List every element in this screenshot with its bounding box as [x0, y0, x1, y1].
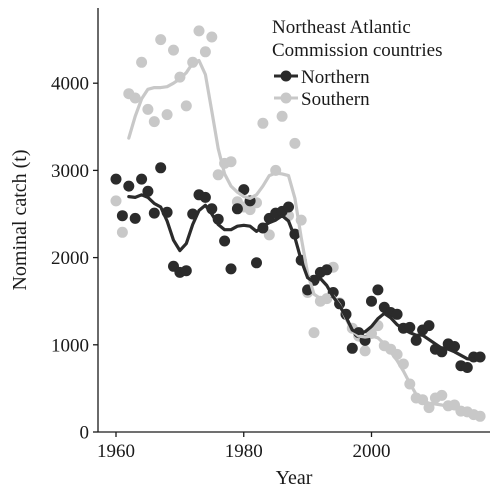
data-point-northern	[461, 362, 473, 373]
legend-title-line-1: Northeast Atlantic	[272, 17, 411, 38]
data-point-southern	[116, 226, 128, 238]
legend-label-northern: Northern	[301, 67, 370, 88]
x-tick-label: 1960	[97, 441, 135, 462]
data-point-northern	[283, 201, 294, 213]
data-point-northern	[321, 264, 333, 276]
data-point-southern	[289, 137, 301, 149]
data-point-southern	[206, 31, 218, 43]
legend-label-southern: Southern	[301, 89, 370, 110]
data-point-northern	[155, 162, 167, 174]
data-point-northern	[231, 203, 243, 215]
data-point-southern	[257, 117, 269, 129]
smooth-line-northern	[127, 193, 476, 362]
data-point-southern	[244, 204, 256, 216]
smooth-line-southern	[127, 58, 476, 415]
data-point-northern	[410, 334, 422, 346]
data-point-southern	[168, 44, 179, 56]
data-point-southern	[148, 116, 160, 128]
data-point-northern	[346, 342, 358, 354]
legend-title-line-2: Commission countries	[272, 40, 442, 61]
data-point-northern	[225, 263, 237, 275]
data-point-northern	[474, 351, 486, 363]
data-point-southern	[180, 100, 192, 112]
data-point-northern	[116, 210, 128, 222]
y-tick-label: 3000	[51, 161, 89, 182]
data-point-northern	[251, 257, 262, 269]
data-point-southern	[110, 195, 122, 207]
data-point-northern	[129, 212, 141, 224]
y-tick-label: 4000	[51, 74, 89, 95]
y-tick-label: 2000	[51, 248, 89, 269]
data-point-southern	[155, 34, 167, 46]
legend: Northeast Atlantic Commission countries …	[272, 17, 442, 110]
data-point-southern	[276, 110, 288, 122]
data-point-northern	[423, 320, 435, 332]
x-tick-label: 2000	[353, 441, 391, 462]
data-point-northern	[136, 173, 148, 185]
data-point-northern	[372, 284, 384, 296]
legend-key-point-southern	[280, 92, 292, 104]
data-point-northern	[148, 207, 160, 219]
y-tick-label: 1000	[51, 335, 89, 356]
legend-key-point-northern	[280, 70, 292, 82]
data-point-southern	[359, 345, 371, 357]
data-point-southern	[193, 25, 205, 37]
data-point-southern	[161, 109, 173, 121]
data-point-southern	[212, 169, 224, 181]
data-point-northern	[238, 184, 250, 196]
data-point-northern	[123, 180, 135, 192]
data-point-southern	[436, 389, 448, 401]
plot-area	[110, 25, 486, 422]
axes: 0 1000 2000 3000 4000 1960 1980 2000	[51, 8, 490, 462]
data-point-southern	[142, 103, 154, 115]
data-point-southern	[308, 327, 320, 339]
y-tick-label: 0	[80, 423, 90, 444]
data-point-northern	[110, 173, 122, 185]
data-point-northern	[219, 235, 231, 247]
x-tick-label: 1980	[225, 441, 263, 462]
data-point-northern	[366, 295, 377, 307]
data-point-northern	[391, 308, 403, 320]
data-point-southern	[263, 229, 275, 241]
data-point-southern	[136, 56, 148, 68]
data-point-southern	[474, 410, 486, 422]
x-axis-title: Year	[276, 467, 313, 489]
data-point-northern	[142, 185, 154, 197]
data-point-southern	[225, 156, 237, 168]
data-point-southern	[129, 92, 141, 104]
data-point-southern	[199, 46, 211, 58]
data-point-northern	[199, 191, 211, 203]
data-point-northern	[180, 265, 192, 277]
y-axis-title: Nominal catch (t)	[9, 149, 31, 290]
